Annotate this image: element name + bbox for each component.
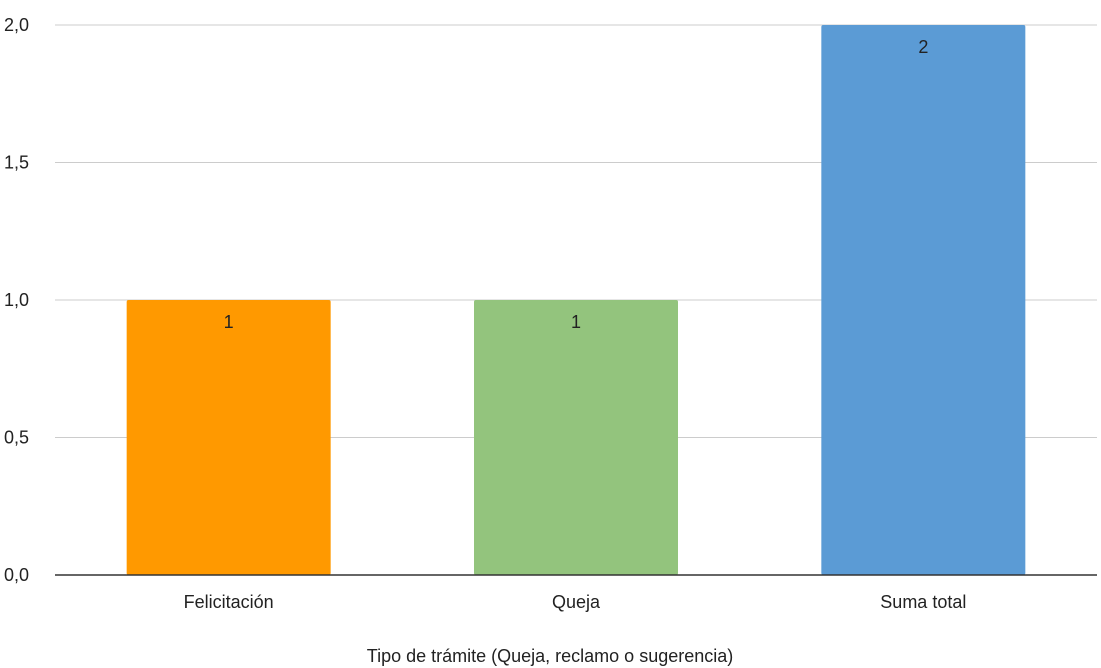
y-tick-label: 0,5 [4, 428, 29, 448]
bar [126, 300, 331, 575]
bars [126, 25, 1026, 575]
x-tick-label: Suma total [880, 592, 966, 612]
bar [821, 25, 1026, 575]
x-tick-label: Queja [552, 592, 601, 612]
data-label: 2 [918, 37, 928, 57]
y-tick-label: 1,5 [4, 153, 29, 173]
x-axis-ticks: Felicitación Queja Suma total [184, 592, 967, 612]
data-label: 1 [224, 312, 234, 332]
data-labels: 1 1 2 [224, 37, 929, 332]
y-tick-label: 2,0 [4, 15, 29, 35]
data-label: 1 [571, 312, 581, 332]
x-tick-label: Felicitación [184, 592, 274, 612]
y-tick-label: 1,0 [4, 290, 29, 310]
x-axis-title: Tipo de trámite (Queja, reclamo o sugere… [367, 646, 734, 666]
bar [474, 300, 678, 575]
y-axis-ticks: 0,0 0,5 1,0 1,5 2,0 [4, 15, 29, 585]
y-tick-label: 0,0 [4, 565, 29, 585]
